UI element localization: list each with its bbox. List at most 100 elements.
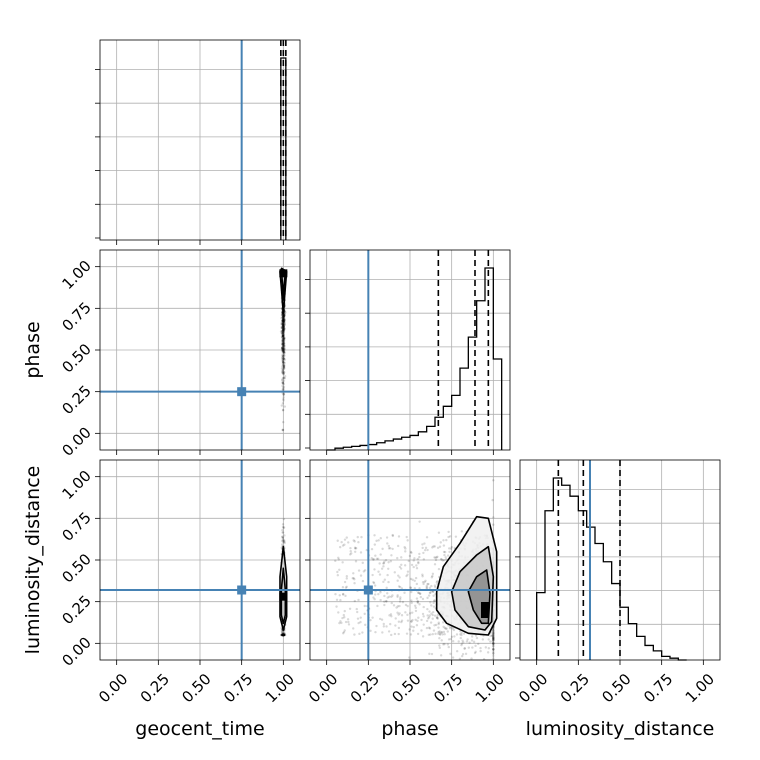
sample-point xyxy=(281,346,284,350)
sample-point xyxy=(342,613,346,617)
sample-point xyxy=(283,633,286,637)
sample-point xyxy=(390,554,393,557)
sample-point xyxy=(283,350,286,354)
sample-point xyxy=(282,633,285,637)
sample-point xyxy=(282,633,285,637)
sample-point xyxy=(343,538,347,541)
sample-point xyxy=(408,656,411,659)
sample-point xyxy=(281,333,285,337)
sample-point xyxy=(418,552,421,556)
sample-point xyxy=(283,633,286,637)
sample-point xyxy=(390,601,393,605)
sample-point xyxy=(412,625,415,629)
sample-point xyxy=(281,338,284,342)
sample-point xyxy=(283,346,286,350)
sample-point xyxy=(347,623,351,626)
sample-point xyxy=(338,568,341,572)
sample-point xyxy=(281,322,285,325)
sample-point xyxy=(282,331,285,335)
sample-point xyxy=(387,561,390,564)
sample-point xyxy=(281,539,284,543)
sample-point xyxy=(460,633,463,637)
sample-point xyxy=(432,629,436,632)
sample-point xyxy=(394,617,397,620)
sample-point xyxy=(281,329,284,332)
sample-point xyxy=(347,620,350,624)
sample-point xyxy=(437,567,441,571)
y-tick-label: 0.50 xyxy=(58,550,94,586)
sample-point xyxy=(406,570,410,573)
sample-point xyxy=(432,610,435,614)
sample-point xyxy=(409,577,413,581)
sample-point xyxy=(403,564,407,567)
sample-point xyxy=(474,644,477,648)
sample-point xyxy=(492,642,495,645)
sample-point xyxy=(361,561,364,565)
sample-point xyxy=(492,644,495,648)
sample-point xyxy=(343,616,346,619)
sample-point xyxy=(281,361,284,365)
sample-point xyxy=(282,317,285,321)
sample-point xyxy=(440,639,443,642)
sample-point xyxy=(282,319,285,323)
sample-point xyxy=(283,342,286,345)
sample-point xyxy=(462,632,466,635)
sample-point xyxy=(282,316,285,320)
sample-point xyxy=(281,343,284,346)
sample-point xyxy=(282,397,285,401)
sample-point xyxy=(282,334,285,337)
sample-point xyxy=(282,341,286,344)
sample-point xyxy=(282,337,286,340)
sample-point xyxy=(437,630,440,634)
sample-point xyxy=(492,631,495,634)
sample-point xyxy=(481,638,485,641)
sample-point xyxy=(281,378,284,381)
sample-point xyxy=(282,385,286,389)
sample-point xyxy=(282,526,285,530)
sample-point xyxy=(397,544,400,548)
sample-point xyxy=(283,351,286,354)
sample-point xyxy=(345,585,348,588)
y-tick-label: 0.75 xyxy=(58,298,94,334)
sample-point xyxy=(282,357,286,361)
sample-point xyxy=(413,579,416,583)
sample-point xyxy=(281,381,284,384)
sample-point xyxy=(281,322,284,326)
sample-point xyxy=(341,632,345,635)
sample-point xyxy=(281,323,284,327)
sample-point xyxy=(281,322,285,325)
sample-point xyxy=(398,576,401,579)
sample-point xyxy=(282,360,285,363)
sample-point xyxy=(349,546,352,550)
sample-point xyxy=(283,367,286,370)
sample-point xyxy=(433,563,437,566)
sample-point xyxy=(282,331,285,334)
sample-point xyxy=(281,633,285,637)
sample-point xyxy=(282,340,285,343)
sample-point xyxy=(281,633,285,637)
sample-point xyxy=(282,364,285,367)
sample-point xyxy=(281,314,284,317)
sample-point xyxy=(484,646,488,649)
sample-point xyxy=(281,633,284,637)
sample-point xyxy=(389,622,392,626)
sample-point xyxy=(404,603,408,607)
sample-point xyxy=(282,339,285,343)
sample-point xyxy=(391,594,394,597)
sample-point xyxy=(359,620,362,624)
sample-point xyxy=(438,545,442,548)
sample-point xyxy=(282,353,285,357)
sample-point xyxy=(281,334,285,338)
sample-point xyxy=(282,336,286,340)
sample-point xyxy=(427,594,431,597)
sample-point xyxy=(281,633,285,637)
sample-point xyxy=(397,613,400,616)
sample-point xyxy=(281,334,285,337)
sample-point xyxy=(281,362,285,366)
sample-point xyxy=(376,557,380,560)
sample-point xyxy=(281,349,284,353)
sample-point xyxy=(281,369,285,372)
sample-point xyxy=(282,345,285,349)
sample-point xyxy=(449,652,452,656)
sample-point xyxy=(373,584,377,587)
